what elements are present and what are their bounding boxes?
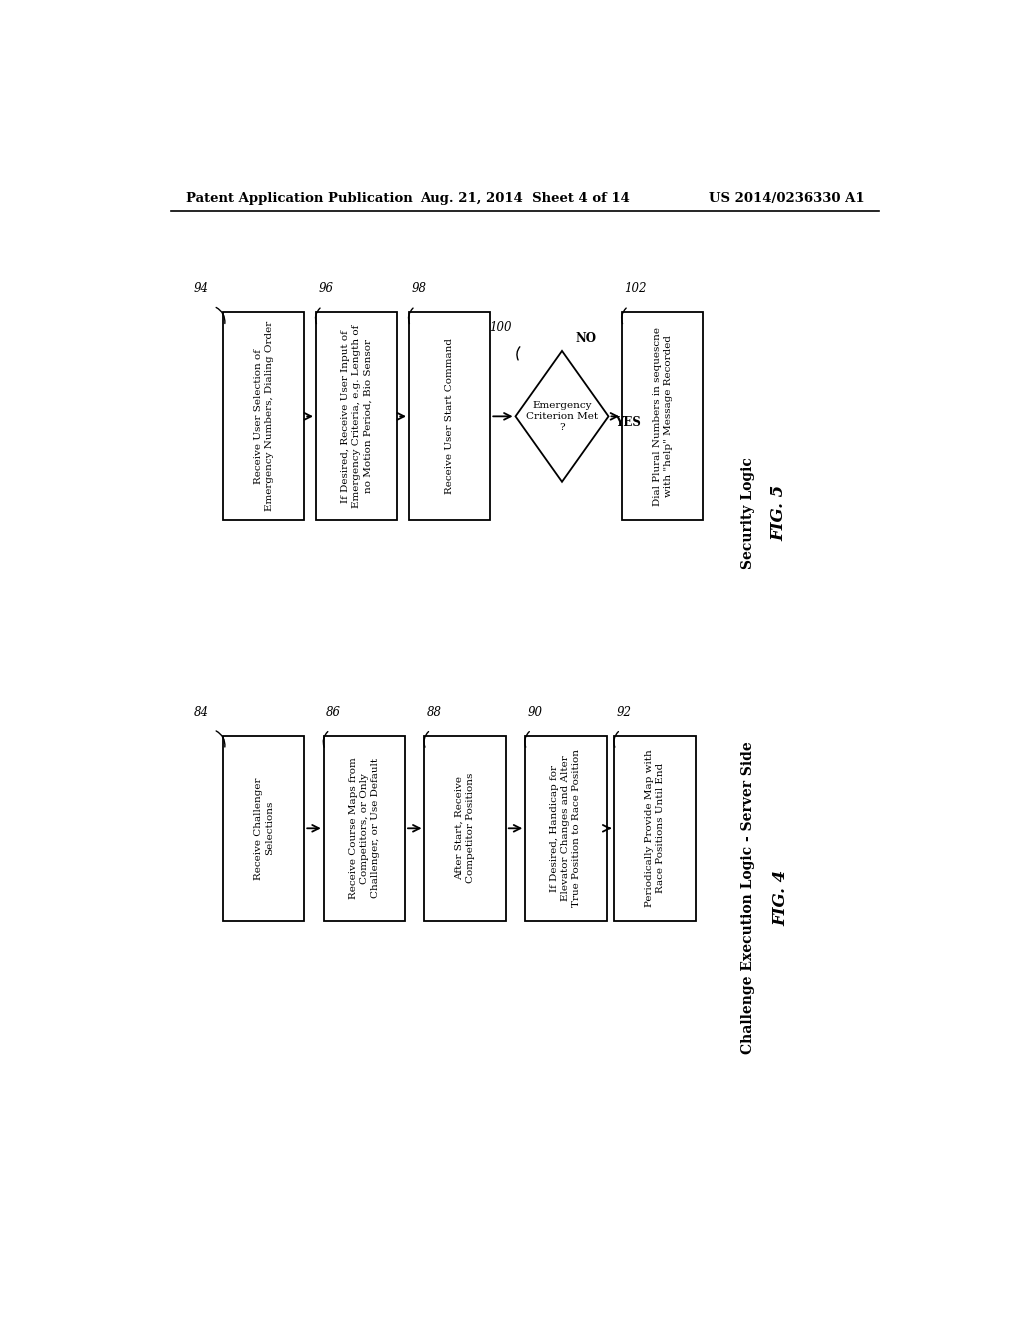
Text: 92: 92 (616, 706, 632, 719)
Bar (525, 737, 606, 921)
Text: 96: 96 (318, 282, 333, 296)
Text: 88: 88 (427, 706, 441, 719)
Text: If Desired, Receive User Input of
Emergency Criteria, e.g. Length of
no Motion P: If Desired, Receive User Input of Emerge… (341, 325, 373, 508)
Bar (409, 313, 490, 520)
Bar (223, 313, 304, 520)
Text: 94: 94 (194, 282, 209, 296)
Polygon shape (515, 351, 608, 482)
Text: Challenge Execution Logic - Server Side: Challenge Execution Logic - Server Side (741, 742, 755, 1053)
Text: 90: 90 (527, 706, 543, 719)
Text: Periodically Provide Map with
Race Positions Until End: Periodically Provide Map with Race Posit… (645, 750, 665, 907)
Text: 84: 84 (194, 706, 209, 719)
Text: YES: YES (614, 416, 641, 429)
Text: NO: NO (575, 331, 597, 345)
Text: Receive User Selection of
Emergency Numbers, Dialing Order: Receive User Selection of Emergency Numb… (254, 321, 273, 511)
Text: FIG. 5: FIG. 5 (770, 484, 787, 541)
Text: Dial Plural Numbers in sequescne
with "help" Message Recorded: Dial Plural Numbers in sequescne with "h… (652, 327, 673, 506)
Text: US 2014/0236330 A1: US 2014/0236330 A1 (709, 191, 864, 205)
Text: Receive Challenger
Selections: Receive Challenger Selections (254, 777, 273, 879)
Text: Receive User Start Command: Receive User Start Command (445, 338, 454, 495)
Bar (424, 737, 506, 921)
Text: 98: 98 (412, 282, 426, 296)
Text: 102: 102 (625, 282, 647, 296)
Text: Security Logic: Security Logic (741, 457, 755, 569)
Text: FIG. 4: FIG. 4 (772, 870, 790, 925)
Text: Patent Application Publication: Patent Application Publication (186, 191, 413, 205)
Text: Aug. 21, 2014  Sheet 4 of 14: Aug. 21, 2014 Sheet 4 of 14 (420, 191, 630, 205)
Text: If Desired, Handicap for
Elevator Changes and Alter
True Position to Race Positi: If Desired, Handicap for Elevator Change… (550, 750, 582, 907)
Text: 86: 86 (326, 706, 341, 719)
Bar (324, 737, 406, 921)
Bar (223, 737, 304, 921)
Bar (614, 737, 695, 921)
Bar (316, 313, 397, 520)
Text: Receive Course Maps from
Competitors, or Only
Challenger, or Use Default: Receive Course Maps from Competitors, or… (349, 758, 380, 899)
Bar (622, 313, 703, 520)
Text: Emergency
Criterion Met
?: Emergency Criterion Met ? (526, 401, 598, 432)
Text: After Start, Receive
Competitor Positions: After Start, Receive Competitor Position… (455, 774, 475, 883)
Text: 100: 100 (489, 321, 512, 334)
